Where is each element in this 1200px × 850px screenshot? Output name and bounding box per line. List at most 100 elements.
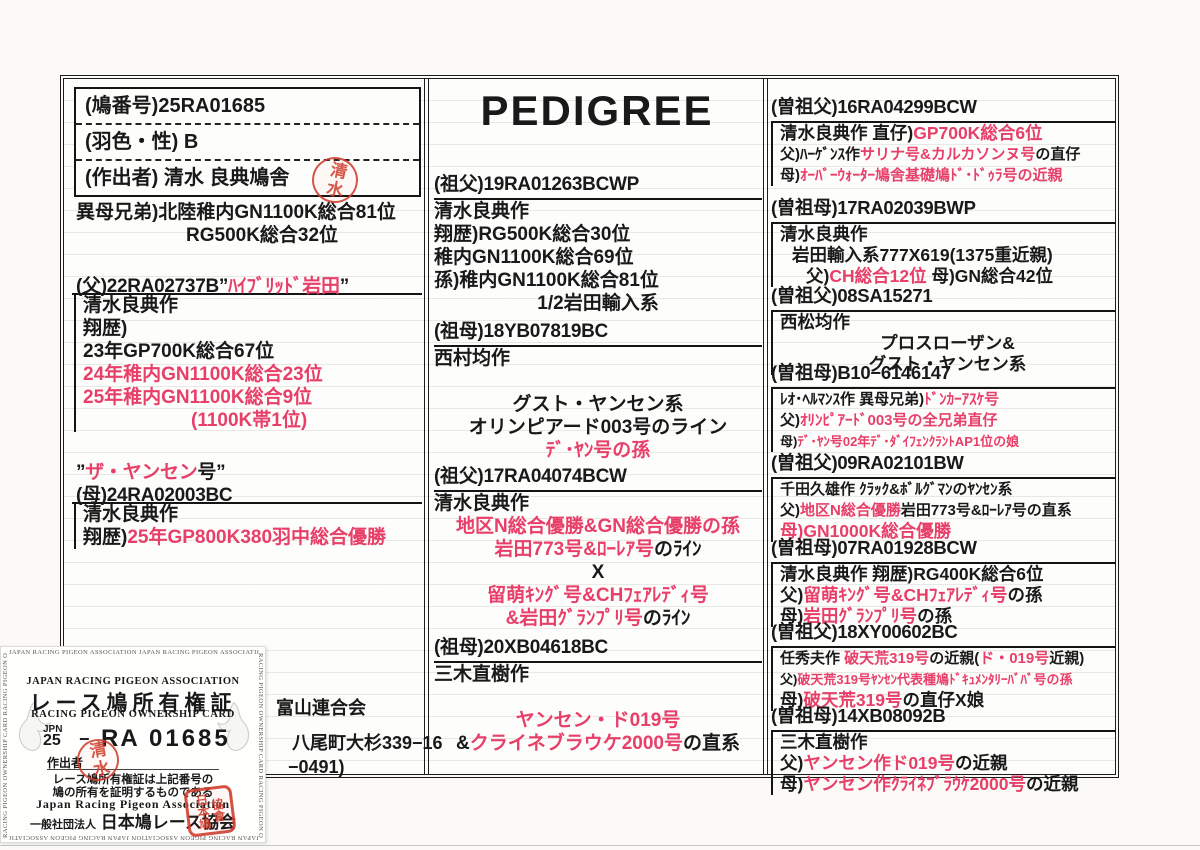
text-line: 翔歴)RG500K総合30位 xyxy=(434,223,762,246)
text-line: 父)ヤンセン作ド019号の近親 xyxy=(780,753,1115,774)
highlight-text: 破天荒319号 xyxy=(844,650,930,667)
plain-text: 号” xyxy=(197,462,226,483)
affiliation-federation: 富山連合会 xyxy=(276,698,366,718)
plain-text: 西村均作 xyxy=(434,348,511,369)
ggp-block-3: (曽祖父)08SA15271 西松均作 プロスローザン& グスト・ヤンセン系 xyxy=(771,282,1115,375)
half-sibling-results: 異母兄弟)北陸稚内GN1100K総合81位 RG500K総合32位 xyxy=(76,201,396,247)
plain-text: の孫 xyxy=(917,606,953,626)
grandsire2-details: 清水良典作 地区N総合優勝&GN総合優勝の孫 岩田773号&ﾛｰﾚｱ号のﾗｲﾝ X 留萌… xyxy=(434,490,762,630)
highlight-text: ド・019号 xyxy=(979,650,1050,667)
ownership-card: JAPAN RACING PIGEON ASSOCIATION JAPAN RA… xyxy=(0,646,266,843)
ggp-block-4: (曽祖母)B10−6146147 ﾚｵ･ﾍﾙﾏﾝｽ作 異母兄弟)ﾄﾞﾝｶｰｱｽｹ… xyxy=(771,359,1115,452)
color-sex: (羽色・性) B xyxy=(76,125,419,161)
plain-text: グスト・ヤンセン系 xyxy=(512,394,684,415)
plain-text: 母)GN総合42位 xyxy=(926,266,1053,286)
text-line: 父)CH総合12位 母)GN総合42位 xyxy=(780,266,1115,287)
plain-text: 清水良典作 xyxy=(780,224,868,244)
highlight-text: ヤンセン作ｸﾗｲﾈﾌﾞﾗｳｹ2000号 xyxy=(803,774,1027,794)
text-line: 母)ｵｰﾊﾞｰｳｫｰﾀｰ鳩舎基礎鳩ﾄﾞ･ﾄﾞｩﾗ号の近親 xyxy=(780,165,1115,186)
text-line: 任秀夫作 破天荒319号の近親(ド・019号近親) xyxy=(780,648,1115,669)
ggp-3-details: 西松均作 プロスローザン& グスト・ヤンセン系 xyxy=(771,310,1115,375)
highlight-text: 留萌ｷﾝｸﾞ号&CHﾌｪｱﾚﾃﾞｨ号 xyxy=(803,585,1008,605)
card-subtitle-en: RACING PIGEON OWNERSHIP CARD xyxy=(31,709,235,720)
text-line: グスト・ヤンセン系 xyxy=(434,393,762,416)
highlight-text: ザ・ヤンセン xyxy=(85,462,198,483)
text-line: 母)破天荒319号の直仔X娘 xyxy=(780,690,1115,711)
column-divider xyxy=(767,79,768,774)
plain-text: 母) xyxy=(780,434,798,449)
plain-text: 稚内GN1100K総合69位 xyxy=(434,247,634,268)
plain-text: の近親 xyxy=(1026,774,1079,794)
text-line: グスト・ヤンセン系 xyxy=(780,354,1115,375)
ggp-6-details: 清水良典作 翔歴)RG400K総合6位 父)留萌ｷﾝｸﾞ号&CHﾌｪｱﾚﾃﾞｨ号の… xyxy=(771,562,1115,627)
plain-text: 23年GP700K総合67位 xyxy=(83,341,275,362)
plain-text: 千田久雄作 ｸﾗｯｸ&ﾎﾞﾙｸﾞﾏﾝのﾔﾝｾﾝ系 xyxy=(780,481,1013,498)
father-details: 清水良典作 翔歴) 23年GP700K総合67位 24年稚内GN1100K総合23位 2… xyxy=(74,294,422,432)
card-org-label: 日本鳩レース協会 xyxy=(100,813,236,832)
text-line xyxy=(434,686,762,709)
highlight-text: 母)GN1000K総合優勝 xyxy=(780,521,952,541)
ggp-8-details: 三木直樹作 父)ヤンセン作ド019号の近親 母)ヤンセン作ｸﾗｲﾈﾌﾞﾗｳｹ2000… xyxy=(771,730,1115,795)
card-breeder-line xyxy=(47,769,219,770)
text-line: 父)破天荒319号ﾔﾝｾﾝ代表種鳩ﾄﾞｷｭﾒﾝﾀﾘｰﾊﾞﾊﾞ号の孫 xyxy=(780,669,1115,690)
text-line xyxy=(434,370,762,393)
ggp-6-heading: (曽祖母)07RA01928BCW xyxy=(771,537,977,558)
plain-text: X xyxy=(591,562,605,583)
text-line: 三木直樹作 xyxy=(780,732,1115,753)
plain-text: 父) xyxy=(780,753,804,773)
highlight-text: (1100K帯1位) xyxy=(191,410,308,431)
plain-text: 異母兄弟)北陸稚内GN1100K総合81位 xyxy=(76,202,396,223)
plain-text: 岩田773号&ﾛｰﾚｱ号の直系 xyxy=(900,502,1072,519)
plain-text: プロスローザン& xyxy=(880,333,1015,353)
text-line: &岩田ｸﾞﾗﾝﾌﾟﾘ号のﾗｲﾝ xyxy=(434,607,762,630)
plain-text: ” xyxy=(76,462,86,483)
ggp-2-details: 清水良典作 岩田輸入系777X619(1375重近親) 父)CH総合12位 母)GN… xyxy=(771,222,1115,287)
text-line: 25年稚内GN1100K総合9位 xyxy=(83,386,422,409)
plain-text: 三木直樹作 xyxy=(434,664,530,685)
plain-text: & xyxy=(455,733,470,754)
highlight-text: ｵｰﾊﾞｰｳｫｰﾀｰ鳩舎基礎鳩ﾄﾞ･ﾄﾞｩﾗ号の近親 xyxy=(800,167,1063,184)
plain-text: 父) xyxy=(780,502,800,519)
card-edge-right-text: RACING PIGEON OWNERSHIP CARD RACING PIGE… xyxy=(257,653,264,838)
ggp-4-details: ﾚｵ･ﾍﾙﾏﾝｽ作 異母兄弟)ﾄﾞﾝｶｰｱｽｹ号 父)ｵﾘﾝﾋﾟｱｰﾄﾞ003号の… xyxy=(771,387,1115,452)
plain-text: 父) xyxy=(780,412,800,429)
card-org-prefix: 一般社団法人 xyxy=(30,819,97,831)
plain-text: グスト・ヤンセン系 xyxy=(868,354,1027,374)
card-breeder-seal-text: 清水 xyxy=(85,739,111,781)
plain-text: 清水良典作 翔歴)RG400K総合6位 xyxy=(780,564,1044,584)
ggp-5-heading: (曽祖父)09RA02101BW xyxy=(771,452,964,473)
plain-text: (父)22RA02737B” xyxy=(76,276,229,297)
text-line: 母)ヤンセン作ｸﾗｲﾈﾌﾞﾗｳｹ2000号の近親 xyxy=(780,774,1115,795)
text-line: 孫)稚内GN1100K総合81位 xyxy=(434,269,762,292)
text-line: 三木直樹作 xyxy=(434,663,762,686)
grandfather-paternal: (祖父)19RA01263BCWP 清水良典作 翔歴)RG500K総合30位 稚内G… xyxy=(434,169,762,315)
highlight-text: 25年GP800K380羽中総合優勝 xyxy=(127,527,387,548)
ggp-1-heading: (曽祖父)16RA04299BCW xyxy=(771,96,977,117)
plain-text: 清水良典作 xyxy=(434,201,530,222)
plain-text: 清水良典作 直仔) xyxy=(780,123,914,143)
ggp-7-details: 任秀夫作 破天荒319号の近親(ド・019号近親) 父)破天荒319号ﾔﾝｾﾝ代表… xyxy=(771,646,1115,711)
affiliation-phone-fragment: −0491) xyxy=(288,757,345,777)
plain-text: 父) xyxy=(806,266,830,286)
text-line: 稚内GN1100K総合69位 xyxy=(434,246,762,269)
text-line: 母)岩田ｸﾞﾗﾝﾌﾟﾘ号の孫 xyxy=(780,606,1115,627)
highlight-text: 岩田ｸﾞﾗﾝﾌﾟﾘ号 xyxy=(803,606,918,626)
ggp-block-7: (曽祖父)18XY00602BC 任秀夫作 破天荒319号の近親(ド・019号近… xyxy=(771,618,1115,711)
granddam-details: 西村均作 グスト・ヤンセン系 オリンピアード003号のライン ﾃﾞ･ﾔﾝ号の孫 xyxy=(434,345,762,462)
card-cert-line1: レース鳩所有権証は上記番号の xyxy=(52,774,214,786)
card-series: RA xyxy=(101,725,140,752)
text-line: 西村均作 xyxy=(434,347,762,370)
ring-number: (鳩番号)25RA01685 xyxy=(76,89,419,125)
text-line: 清水良典作 xyxy=(434,492,762,515)
highlight-text: 岩田773号&ﾛｰﾚｱ号 xyxy=(494,539,654,560)
plain-text: 翔歴) xyxy=(83,527,128,548)
text-line: 翔歴) xyxy=(83,317,422,340)
highlight-text: 地区N総合優勝&GN総合優勝の孫 xyxy=(456,516,740,537)
card-country: JPN xyxy=(43,724,63,735)
text-line: 清水良典作 xyxy=(434,200,762,223)
plain-text: 清水良典作 xyxy=(83,295,179,316)
highlight-text: ヤンセン・ド019号 xyxy=(515,710,681,731)
card-association-en: JAPAN RACING PIGEON ASSOCIATION xyxy=(26,676,240,687)
card-association-en-bottom: Japan Racing Pigeon Association xyxy=(36,797,230,811)
text-line: 清水良典作 翔歴)RG400K総合6位 xyxy=(780,564,1115,585)
